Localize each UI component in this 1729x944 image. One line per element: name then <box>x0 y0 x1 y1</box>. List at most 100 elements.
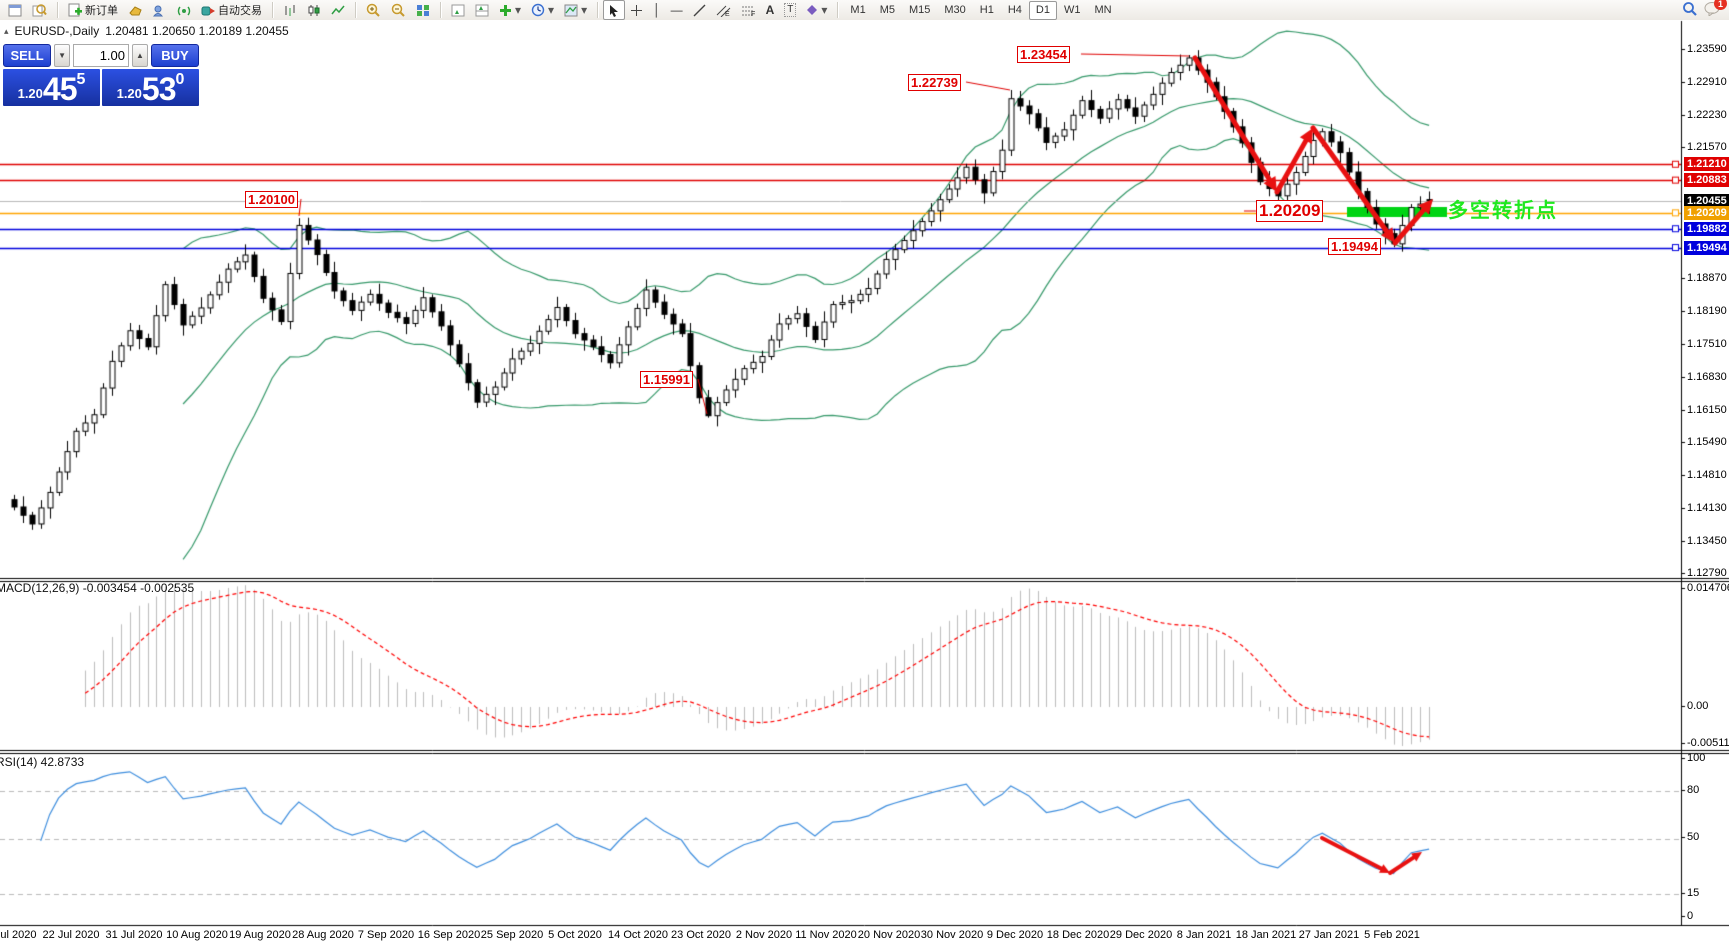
y-axis-tick: 1.16830 <box>1687 370 1727 383</box>
chevron-down-icon: ▾ <box>581 3 588 17</box>
date-axis-label: 8 Jan 2021 <box>1176 929 1232 941</box>
vertical-line-tool[interactable]: │ <box>653 3 661 17</box>
timeframe-button-m15[interactable]: M15 <box>908 4 931 16</box>
one-click-trading-panel: SELL ▼ ▲ BUY 1.20 45 5 1.20 53 0 <box>3 44 199 106</box>
toolbar-separator <box>272 2 273 18</box>
new-order-label: 新订单 <box>85 5 118 17</box>
horizontal-line-tool[interactable]: — <box>670 3 683 17</box>
timeframe-button-mn[interactable]: MN <box>1094 4 1112 16</box>
date-axis-label: 13 Jul 2020 <box>0 929 37 941</box>
date-axis-label: 27 Jan 2021 <box>1298 929 1360 941</box>
macd-scale-tick: -0.005113 <box>1687 737 1729 749</box>
trendline-tool[interactable] <box>688 0 711 20</box>
toolbar-group-zoom <box>358 0 438 20</box>
indicators-dropdown[interactable]: ▾ <box>494 0 526 20</box>
bar-chart-icon[interactable] <box>278 0 302 20</box>
date-axis-label: 30 Nov 2020 <box>920 929 984 941</box>
price-level-tag: 1.19494 <box>1684 240 1729 255</box>
cursor-tool[interactable] <box>603 0 626 20</box>
date-axis-label: 18 Dec 2020 <box>1046 929 1110 941</box>
toolbar-separator <box>597 2 599 18</box>
volume-increase-button[interactable]: ▲ <box>132 44 148 67</box>
price-annotation-label[interactable]: 1.19494 <box>1328 238 1381 255</box>
candlestick-chart-icon[interactable] <box>302 0 326 20</box>
zoom-out-icon[interactable] <box>386 0 411 20</box>
text-tool[interactable]: A <box>765 3 775 17</box>
timeframe-button-m1[interactable]: M1 <box>850 4 866 16</box>
timeframe-button-h4[interactable]: H4 <box>1007 4 1022 16</box>
timeframe-button-d1[interactable]: D1 <box>1028 0 1057 20</box>
toolbar-group-timeframes: M1 M5 M15 M30 H1 H4 D1 W1 MN <box>840 0 1121 20</box>
rsi-indicator-label: RSI(14) 42.8733 <box>0 755 85 769</box>
rsi-scale-tick: 80 <box>1687 784 1700 796</box>
periods-dropdown[interactable]: ▾ <box>526 0 559 20</box>
date-axis-label: 18 Jan 2021 <box>1235 929 1297 941</box>
timeframe-button-w1[interactable]: W1 <box>1063 4 1081 16</box>
notifications-icon[interactable]: 1 <box>1704 0 1727 19</box>
chart-ohlc-values: 1.20481 1.20650 1.20189 1.20455 <box>105 24 289 38</box>
y-axis-tick: 1.13450 <box>1687 534 1727 547</box>
shapes-dropdown[interactable]: ▾ <box>801 0 832 20</box>
volume-decrease-button[interactable]: ▼ <box>54 44 70 67</box>
navigator-icon[interactable] <box>172 0 196 20</box>
chart-profiles-icon[interactable] <box>27 0 52 20</box>
line-chart-icon[interactable] <box>326 0 350 20</box>
timeframe-button-m30[interactable]: M30 <box>944 4 966 16</box>
y-axis-tick: 1.17510 <box>1687 337 1727 350</box>
sell-price-pip: 5 <box>76 71 86 88</box>
buy-price-display[interactable]: 1.20 53 0 <box>102 69 199 106</box>
rsi-scale-tick: 50 <box>1687 831 1700 843</box>
buy-price-pip: 0 <box>175 71 185 88</box>
timeframe-button-m5[interactable]: M5 <box>879 4 895 16</box>
new-chart-icon[interactable] <box>3 0 27 20</box>
toolbar-right: 1 <box>1682 0 1729 19</box>
price-annotation-label[interactable]: 1.20209 <box>1256 200 1324 222</box>
toolbar: 新订单 自动交易 <box>0 0 1729 21</box>
macd-indicator-label: MACD(12,26,9) -0.003454 -0.002535 <box>0 581 195 595</box>
sell-price-display[interactable]: 1.20 45 5 <box>3 69 100 106</box>
sell-price-main: 45 <box>42 71 78 107</box>
date-axis-label: 31 Jul 2020 <box>105 929 163 941</box>
buy-button[interactable]: BUY <box>150 44 199 67</box>
text-label-tool[interactable]: T <box>779 0 801 20</box>
svg-text:F: F <box>751 11 755 17</box>
chevron-down-icon: ▾ <box>515 3 522 17</box>
timeframe-button-h1[interactable]: H1 <box>979 4 994 16</box>
rsi-scale-tick: 0 <box>1687 910 1694 922</box>
date-axis-label: 10 Aug 2020 <box>166 929 228 941</box>
price-annotation-label[interactable]: 1.23454 <box>1017 46 1070 63</box>
tile-windows-icon[interactable] <box>411 0 435 20</box>
toolbar-group-chart-type <box>275 0 353 20</box>
price-chart-canvas[interactable] <box>0 20 1729 944</box>
market-watch-icon[interactable] <box>123 0 148 20</box>
indicator-subwindow-icon[interactable] <box>470 0 494 20</box>
date-axis-label: 29 Dec 2020 <box>1109 929 1173 941</box>
fibonacci-tool[interactable]: F <box>736 0 761 20</box>
date-axis-label: 25 Sep 2020 <box>480 929 544 941</box>
data-window-icon[interactable] <box>148 0 172 20</box>
sell-price-prefix: 1.20 <box>17 86 43 101</box>
y-axis-tick: 1.14810 <box>1687 468 1727 481</box>
new-order-button[interactable]: 新订单 <box>63 0 123 20</box>
buy-price-prefix: 1.20 <box>116 86 142 101</box>
search-icon[interactable] <box>1682 1 1698 19</box>
date-axis-label: 5 Feb 2021 <box>1364 929 1420 941</box>
templates-dropdown[interactable]: ▾ <box>559 0 592 20</box>
zoom-in-icon[interactable] <box>361 0 386 20</box>
volume-input[interactable] <box>73 44 129 67</box>
price-annotation-label[interactable]: 1.15991 <box>640 371 693 388</box>
price-level-tag: 1.20209 <box>1684 205 1729 220</box>
y-axis-tick: 1.16150 <box>1687 403 1727 416</box>
sell-button[interactable]: SELL <box>3 44 52 67</box>
y-axis-tick: 1.12790 <box>1687 567 1727 579</box>
price-annotation-label[interactable]: 1.22739 <box>908 74 961 91</box>
toolbar-separator <box>57 2 58 18</box>
autotrading-button[interactable]: 自动交易 <box>196 0 267 20</box>
indicator-window-icon[interactable] <box>446 0 470 20</box>
equidistant-channel-tool[interactable]: E <box>711 0 736 20</box>
trader-note-text[interactable]: 多空转折点 <box>1448 200 1558 222</box>
price-annotation-label[interactable]: 1.20100 <box>245 191 298 208</box>
date-axis-label: 22 Jul 2020 <box>42 929 100 941</box>
y-axis-tick: 1.14130 <box>1687 501 1727 514</box>
crosshair-tool[interactable] <box>625 0 648 20</box>
